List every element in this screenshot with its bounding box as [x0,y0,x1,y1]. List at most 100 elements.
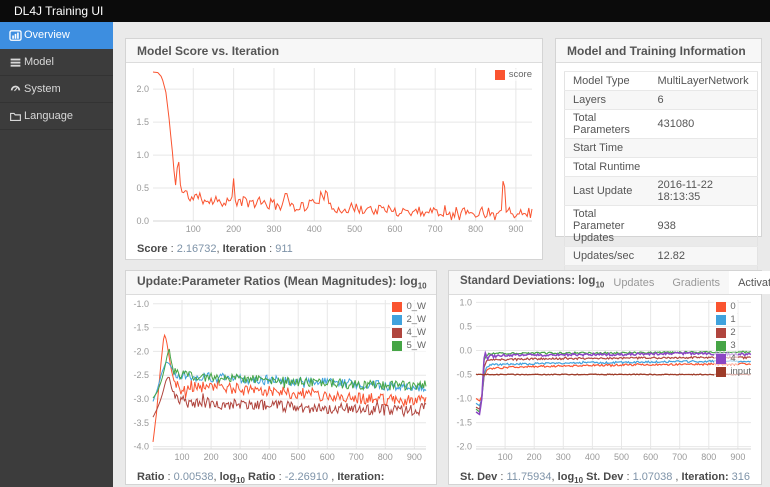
sidebar-item-overview[interactable]: Overview [0,22,113,49]
legend-label: 2 [730,327,736,338]
svg-text:-1.0: -1.0 [133,299,149,309]
sidebar-item-label: Overview [24,29,70,41]
legend-label: 4 [730,353,736,364]
panel-header: Model and Training Information [556,39,761,63]
legend-label: 5_W [406,340,426,351]
sidebar-item-model[interactable]: Model [0,49,113,76]
info-label: Updates/sec [564,246,650,266]
panel-header: Update:Parameter Ratios (Mean Magnitudes… [126,271,436,295]
list-icon [10,58,21,67]
info-label: Total Runtime [564,157,650,177]
ratios-chart-status: Ratio : 0.00538, log10 Ratio : -2.26910 … [137,471,385,486]
legend-label: 4_W [406,327,426,338]
legend-item: 3 [714,340,738,352]
folder-icon [10,112,21,121]
model-info-table: Model Type MultiLayerNetwork Layers 6 Tota… [564,71,758,285]
chart-canvas: -4.0 -3.5 -3.0 -2.5 -2.0 -1.5 -1.0 100 200 300 400… [133,299,427,462]
legend-swatch [716,315,727,325]
svg-text:-1.5: -1.5 [456,418,472,428]
svg-text:400: 400 [307,224,322,234]
legend-label: 1 [730,314,736,325]
svg-text:-4.0: -4.0 [133,442,149,452]
svg-text:200: 200 [226,224,241,234]
svg-text:500: 500 [347,224,362,234]
info-label: Start Time [564,138,650,158]
panel-header: Standard Deviations: log10 Updates Gradi… [449,271,770,295]
info-value: 431080 [649,109,758,139]
topbar: DL4J Training UI [0,0,770,22]
sidebar: Overview Model System Language [0,22,113,487]
info-label: Total Parameter Updates [564,205,650,247]
panel-title-stddev: Standard Deviations: log10 [460,275,605,290]
svg-text:-3.0: -3.0 [133,394,149,404]
panel-header: Model Score vs. Iteration [126,39,542,63]
legend-item: 4_W [390,327,428,339]
svg-text:500: 500 [291,452,306,462]
svg-text:700: 700 [672,452,687,462]
svg-text:800: 800 [378,452,393,462]
legend-item: score [492,69,534,81]
ratios-chart[interactable]: -4.0 -3.5 -3.0 -2.5 -2.0 -1.5 -1.0 100 200 300 400… [126,295,436,470]
legend-label: 2_W [406,314,426,325]
svg-text:900: 900 [508,224,523,234]
sidebar-item-label: System [24,83,61,95]
legend-swatch [716,328,727,338]
legend-swatch [716,354,727,364]
legend-item: 4 [714,353,738,365]
svg-text:0.5: 0.5 [459,321,472,331]
svg-text:200: 200 [527,452,542,462]
score-chart[interactable]: 0.0 0.5 1.0 1.5 2.0 100 200 300 400 500 600 700 800 9… [126,63,542,242]
svg-text:400: 400 [262,452,277,462]
svg-text:-3.5: -3.5 [133,418,149,428]
tab-updates[interactable]: Updates [613,276,655,289]
tab-activations[interactable]: Activations [729,271,770,294]
chart-legend: 0_W 2_W 4_W 5_W [390,301,428,352]
svg-text:400: 400 [585,452,600,462]
legend-item: 0_W [390,301,428,313]
svg-text:500: 500 [614,452,629,462]
table-row: Start Time [564,138,758,158]
sidebar-item-system[interactable]: System [0,76,113,103]
info-label: Last Update [564,176,650,206]
svg-text:600: 600 [320,452,335,462]
legend-swatch [392,328,403,338]
chart-legend: score [492,69,534,81]
svg-text:800: 800 [468,224,483,234]
info-value: 2016-11-22 18:13:35 [649,176,758,206]
svg-text:700: 700 [349,452,364,462]
legend-swatch [716,367,727,377]
chart-canvas: 0.0 0.5 1.0 1.5 2.0 100 200 300 400 500 600 700 800 9… [136,68,533,234]
sidebar-item-language[interactable]: Language [0,103,113,130]
table-row: Total Runtime [564,157,758,177]
table-row: Model Type MultiLayerNetwork [564,71,758,91]
stddev-chart[interactable]: -2.0 -1.5 -1.0 -0.5 0.0 0.5 1.0 100 200 300 400 500… [449,295,761,470]
legend-item: 2_W [390,314,428,326]
svg-text:-0.5: -0.5 [456,370,472,380]
svg-text:1.5: 1.5 [136,117,149,127]
legend-label: score [508,69,532,80]
panel-model-score: Model Score vs. Iteration 0.0 0.5 1.0 1.5 2.… [125,38,543,260]
svg-text:700: 700 [428,224,443,234]
table-row: Updates/sec 12.82 [564,246,758,266]
svg-text:100: 100 [498,452,513,462]
legend-swatch [716,341,727,351]
svg-text:300: 300 [266,224,281,234]
info-value [649,157,758,177]
svg-text:600: 600 [387,224,402,234]
panel-title-score: Model Score vs. Iteration [137,43,280,58]
svg-text:2.0: 2.0 [136,84,149,94]
bar-chart-icon [9,29,22,41]
table-row: Total Parameter Updates 938 [564,205,758,247]
tab-gradients[interactable]: Gradients [672,276,721,289]
info-label: Model Type [564,71,650,91]
svg-text:900: 900 [730,452,745,462]
svg-text:100: 100 [174,452,189,462]
svg-text:0.0: 0.0 [136,216,149,226]
legend-label: input [730,366,751,377]
svg-text:-2.0: -2.0 [456,442,472,452]
legend-item: 0 [714,301,738,313]
svg-text:0.0: 0.0 [459,346,472,356]
info-value [649,138,758,158]
legend-item: 5_W [390,340,428,352]
legend-item: 2 [714,327,738,339]
